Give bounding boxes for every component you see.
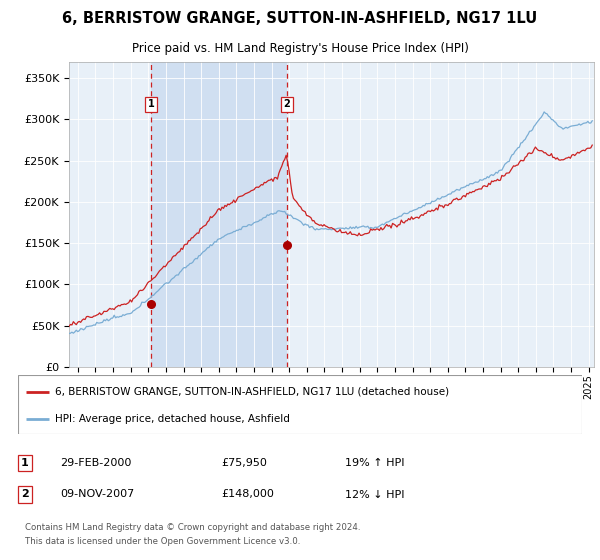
Text: 6, BERRISTOW GRANGE, SUTTON-IN-ASHFIELD, NG17 1LU: 6, BERRISTOW GRANGE, SUTTON-IN-ASHFIELD,… xyxy=(62,11,538,26)
Bar xyxy=(151,62,287,367)
Text: 12% ↓ HPI: 12% ↓ HPI xyxy=(345,489,404,500)
Text: Contains HM Land Registry data © Crown copyright and database right 2024.: Contains HM Land Registry data © Crown c… xyxy=(25,523,360,533)
Text: 19% ↑ HPI: 19% ↑ HPI xyxy=(345,458,404,468)
Text: 2: 2 xyxy=(283,100,290,110)
FancyBboxPatch shape xyxy=(18,375,582,434)
Text: £75,950: £75,950 xyxy=(221,458,267,468)
Text: 1: 1 xyxy=(148,100,154,110)
Text: Price paid vs. HM Land Registry's House Price Index (HPI): Price paid vs. HM Land Registry's House … xyxy=(131,43,469,55)
Text: 29-FEB-2000: 29-FEB-2000 xyxy=(60,458,131,468)
Text: 6, BERRISTOW GRANGE, SUTTON-IN-ASHFIELD, NG17 1LU (detached house): 6, BERRISTOW GRANGE, SUTTON-IN-ASHFIELD,… xyxy=(55,386,449,396)
Text: This data is licensed under the Open Government Licence v3.0.: This data is licensed under the Open Gov… xyxy=(25,537,300,546)
Text: £148,000: £148,000 xyxy=(221,489,274,500)
Text: 2: 2 xyxy=(21,489,29,500)
Text: HPI: Average price, detached house, Ashfield: HPI: Average price, detached house, Ashf… xyxy=(55,414,290,424)
Text: 09-NOV-2007: 09-NOV-2007 xyxy=(60,489,134,500)
Text: 1: 1 xyxy=(21,458,29,468)
